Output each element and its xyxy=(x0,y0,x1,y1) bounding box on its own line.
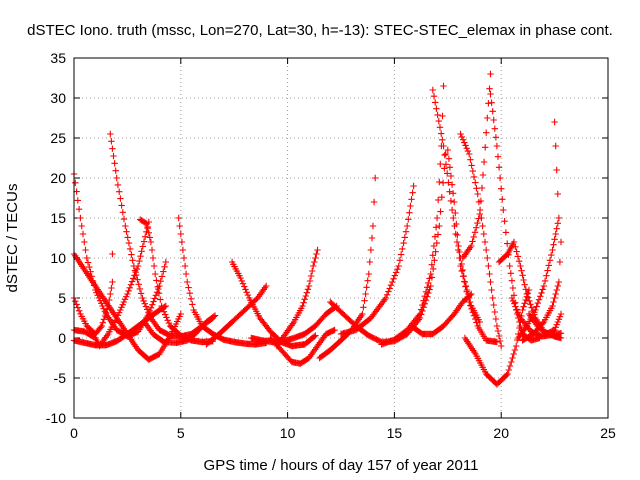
data-series-arc-w xyxy=(459,70,494,262)
data-point-markers xyxy=(515,118,563,342)
plot-area xyxy=(70,70,565,388)
data-series-arc-v xyxy=(457,130,505,350)
data-series-arc-q xyxy=(337,182,417,338)
x-tick-label: 15 xyxy=(387,425,403,441)
data-point-markers xyxy=(141,312,219,346)
data-series-arc-j xyxy=(203,282,270,348)
y-tick-label: 5 xyxy=(58,290,66,306)
y-axis-title: dSTEC / TECUs xyxy=(4,184,21,293)
y-tick-label: 15 xyxy=(50,210,66,226)
x-tick-label: 10 xyxy=(280,425,296,441)
data-point-markers xyxy=(459,70,494,262)
x-tick-label: 25 xyxy=(600,425,616,441)
y-tick-label: 25 xyxy=(50,130,66,146)
data-series-arc-h xyxy=(141,312,219,346)
data-point-markers xyxy=(444,146,483,326)
data-point-markers xyxy=(273,246,321,350)
data-series-arc-ad xyxy=(525,310,565,338)
data-series-arc-x xyxy=(461,286,533,388)
y-tick-label: -10 xyxy=(46,410,66,426)
data-point-markers xyxy=(525,310,565,338)
data-series-arc-ab xyxy=(515,118,563,342)
y-tick-label: -5 xyxy=(54,370,67,386)
plot-frame xyxy=(73,57,609,419)
y-tick-label: 0 xyxy=(58,330,66,346)
data-point-markers xyxy=(203,282,270,348)
data-series-arc-u xyxy=(444,146,483,326)
data-point-markers xyxy=(461,286,533,388)
data-series-arc-s xyxy=(408,290,475,338)
x-tick-label: 20 xyxy=(493,425,509,441)
y-tick-label: 35 xyxy=(50,50,66,66)
data-point-markers xyxy=(457,130,505,350)
data-series-arc-n xyxy=(273,246,321,350)
tick-labels: 0 5 10 15 20 25 -10 -5 0 5 10 15 20 25 30 35 xyxy=(46,50,616,441)
x-tick-label: 5 xyxy=(177,425,185,441)
x-axis-title: GPS time / hours of day 157 of year 2011 xyxy=(204,457,479,474)
y-tick-label: 20 xyxy=(50,170,66,186)
y-tick-label: 30 xyxy=(50,90,66,106)
x-tick-label: 0 xyxy=(70,425,78,441)
data-point-markers xyxy=(337,182,417,338)
chart-title: dSTEC Iono. truth (mssc, Lon=270, Lat=30… xyxy=(27,22,613,39)
data-point-markers xyxy=(408,290,475,338)
y-tick-label: 10 xyxy=(50,250,66,266)
